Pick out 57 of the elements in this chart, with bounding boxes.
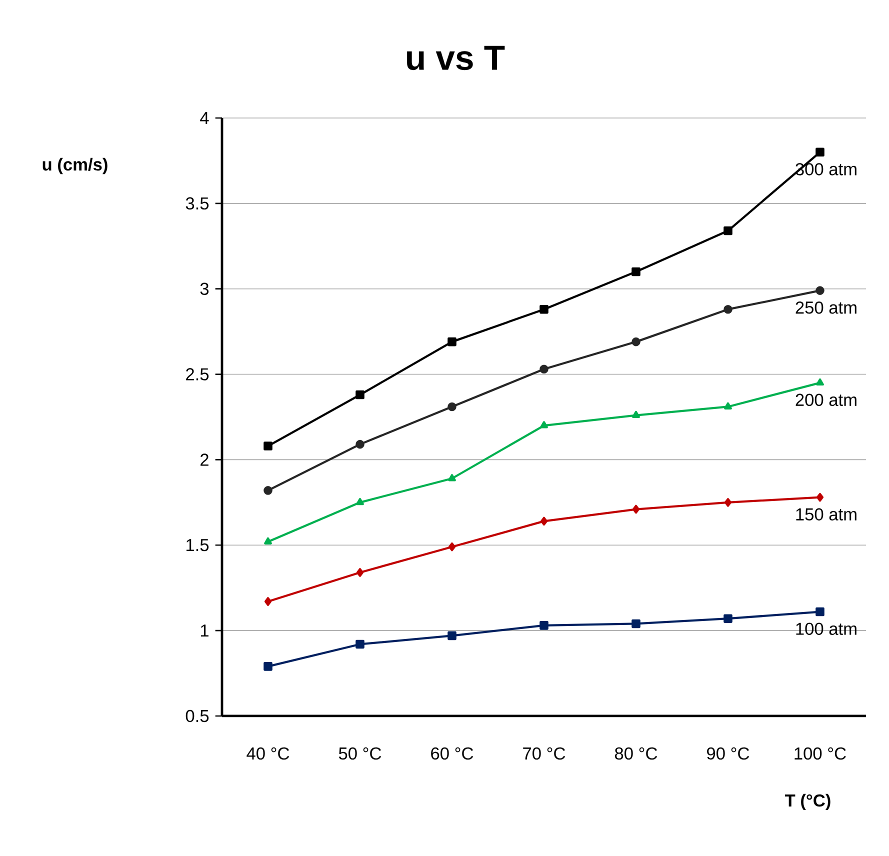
point — [816, 378, 824, 386]
point — [356, 498, 364, 506]
point — [540, 304, 548, 314]
x-tick-label: 60 °C — [431, 747, 474, 760]
point — [448, 631, 456, 640]
x-tick-label: 100 °C — [794, 747, 846, 760]
y-axis-title: u (cm/s) — [42, 158, 108, 174]
y-tick-label: 3.5 — [186, 197, 209, 210]
y-tick-label: 1 — [200, 624, 208, 637]
point — [448, 474, 456, 482]
point — [632, 410, 640, 418]
y-tick-label: 1.5 — [186, 539, 209, 552]
point — [816, 607, 824, 616]
point — [448, 402, 456, 412]
point — [264, 662, 272, 671]
x-tick-label: 70 °C — [523, 747, 566, 760]
point — [724, 226, 732, 236]
series-label: 150 atm — [796, 508, 856, 520]
point — [724, 304, 732, 314]
point — [264, 486, 272, 495]
point — [816, 286, 824, 295]
point — [356, 440, 364, 449]
point — [264, 597, 272, 606]
point — [540, 364, 548, 374]
point — [356, 640, 364, 649]
y-tick-label: 3 — [200, 282, 209, 295]
y-tick-label: 2.5 — [186, 368, 209, 380]
point — [816, 492, 824, 502]
point — [632, 504, 640, 514]
point — [540, 621, 548, 630]
x-tick-label: 40 °C — [246, 747, 290, 760]
series-label: 200 atm — [796, 394, 856, 406]
x-axis-title: T (°C) — [784, 794, 830, 810]
point — [448, 337, 456, 346]
point — [540, 421, 548, 428]
x-tick-label: 90 °C — [707, 747, 750, 760]
point — [632, 619, 640, 628]
x-tick-label: 80 °C — [614, 747, 658, 760]
point — [724, 402, 732, 410]
series-label: 100 atm — [796, 622, 856, 635]
chart-title: u vs T — [407, 46, 505, 70]
point — [264, 537, 272, 544]
y-tick-label: 2 — [200, 454, 208, 466]
point — [356, 568, 364, 577]
point — [632, 337, 640, 346]
point — [540, 516, 548, 526]
point — [632, 267, 640, 276]
point — [356, 390, 364, 400]
point — [264, 442, 272, 450]
point — [724, 498, 732, 507]
y-tick-label: 4 — [200, 112, 209, 124]
point — [724, 614, 732, 624]
y-tick-label: 0.5 — [186, 710, 209, 722]
x-tick-label: 50 °C — [338, 747, 382, 760]
point — [448, 542, 456, 552]
point — [816, 148, 824, 157]
series-label: 250 atm — [796, 301, 856, 314]
